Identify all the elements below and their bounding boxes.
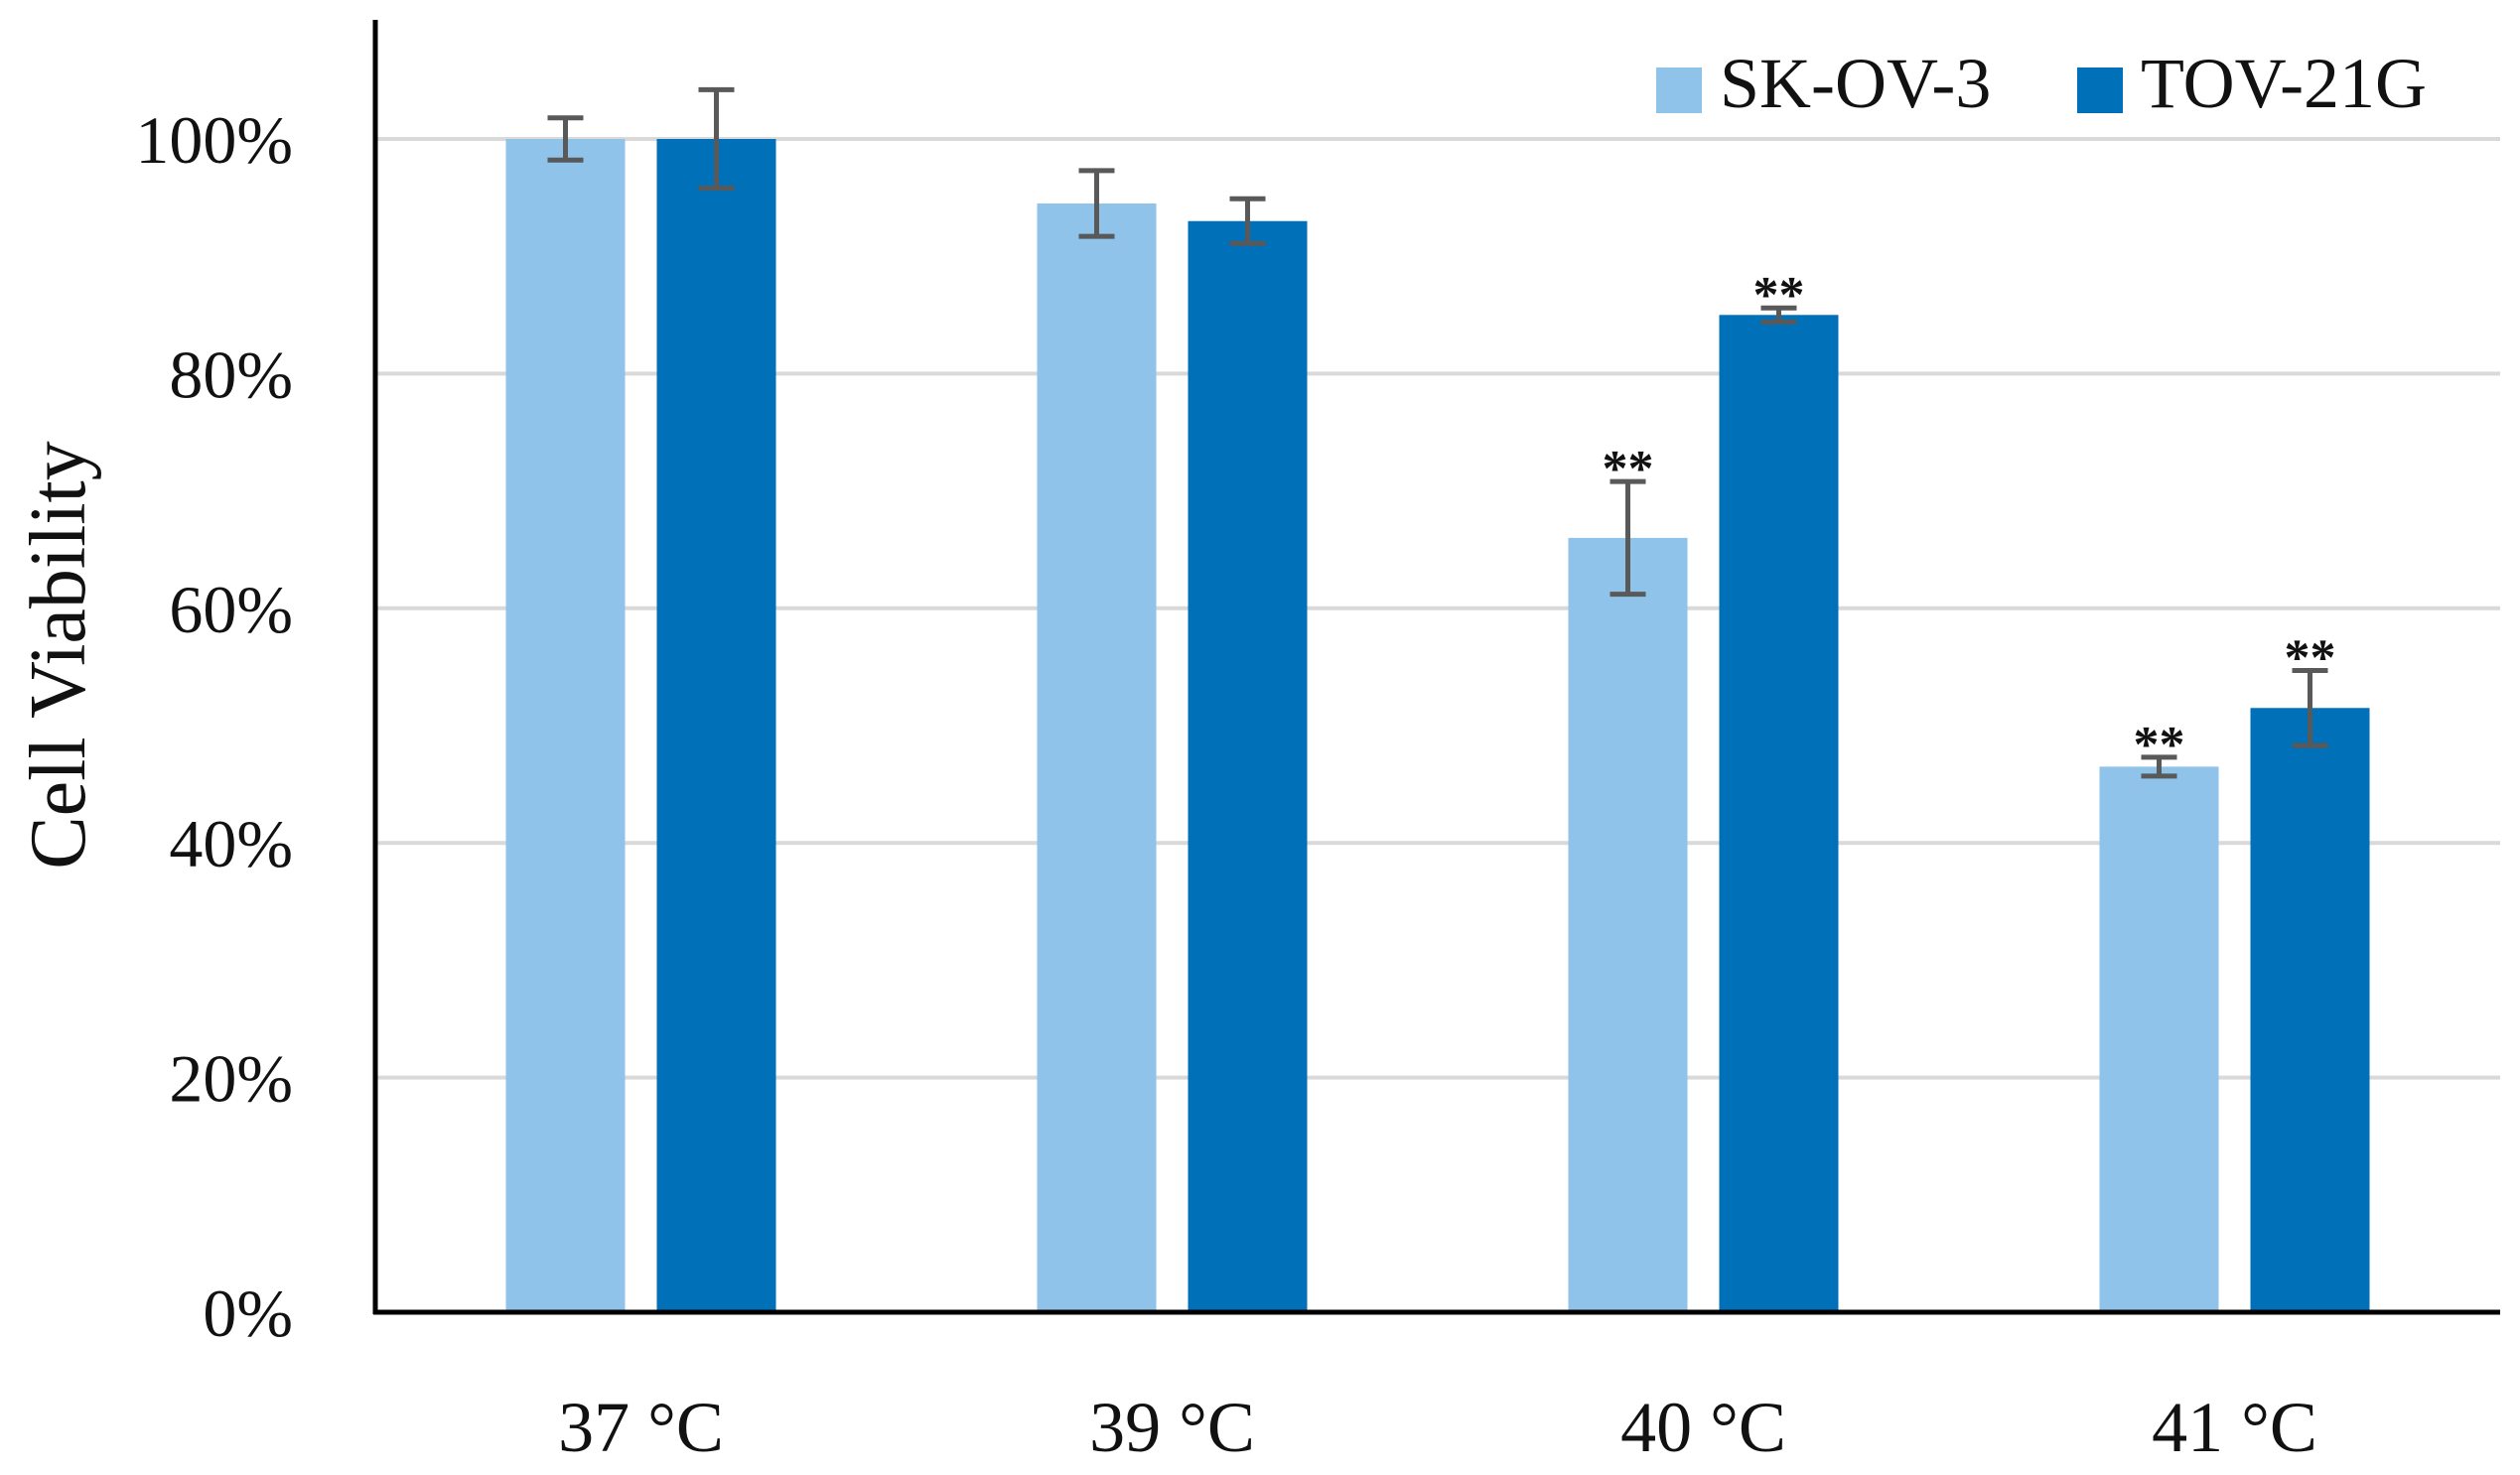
x-category-label: 37 °C bbox=[558, 1388, 724, 1467]
bars bbox=[505, 139, 2370, 1313]
bar-sk-ov-3-3 bbox=[2099, 766, 2219, 1312]
y-tick-label: 20% bbox=[169, 1041, 293, 1117]
y-tick-labels: 0% 20% 40% 60% 80% 100% bbox=[135, 102, 293, 1351]
significance-markers: ** ** ** ** bbox=[1603, 267, 2336, 773]
y-tick-label: 80% bbox=[169, 336, 293, 412]
x-category-labels: 37 °C 39 °C 40 °C 41 °C bbox=[558, 1388, 2317, 1467]
error-bars bbox=[547, 86, 2328, 779]
significance-label: ** bbox=[2134, 717, 2185, 773]
bar-tov-21g-0 bbox=[656, 139, 776, 1312]
legend-label: TOV-21G bbox=[2141, 44, 2427, 123]
bar-sk-ov-3-1 bbox=[1037, 203, 1157, 1312]
y-axis-title: Cell Viability bbox=[15, 441, 102, 869]
x-category-label: 39 °C bbox=[1089, 1388, 1255, 1467]
bar-tov-21g-3 bbox=[2250, 708, 2370, 1312]
legend-swatch-tov-21g bbox=[2077, 67, 2123, 113]
legend: SK-OV-3 TOV-21G bbox=[1656, 44, 2427, 123]
axes bbox=[372, 20, 2500, 1315]
y-tick-label: 40% bbox=[169, 806, 293, 881]
bar-sk-ov-3-2 bbox=[1568, 537, 1688, 1312]
y-tick-label: 0% bbox=[203, 1275, 293, 1351]
bar-sk-ov-3-0 bbox=[505, 139, 626, 1312]
legend-label: SK-OV-3 bbox=[1720, 44, 1991, 123]
legend-swatch-sk-ov-3 bbox=[1656, 67, 1702, 113]
significance-label: ** bbox=[1603, 441, 1654, 497]
y-tick-label: 60% bbox=[169, 572, 293, 647]
significance-label: ** bbox=[1753, 267, 1805, 324]
x-category-label: 40 °C bbox=[1620, 1388, 1786, 1467]
significance-label: ** bbox=[2285, 629, 2336, 686]
y-tick-label: 100% bbox=[135, 102, 293, 178]
bar-tov-21g-1 bbox=[1188, 220, 1308, 1313]
bar-tov-21g-2 bbox=[1719, 315, 1839, 1312]
x-category-label: 41 °C bbox=[2152, 1388, 2317, 1467]
